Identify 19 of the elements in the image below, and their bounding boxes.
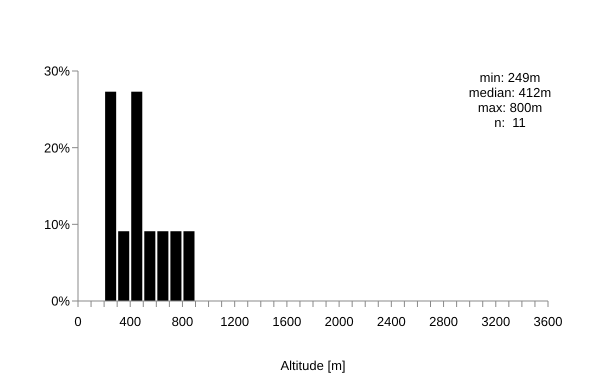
annotation: n: 11	[493, 115, 527, 130]
x-tick-label: 0	[74, 314, 82, 330]
x-tick-label: 1600	[272, 314, 302, 330]
y-tick-label: 0%	[51, 294, 70, 309]
x-tick-label: 3600	[534, 314, 562, 330]
y-tick-label: 10%	[44, 216, 70, 232]
x-axis-title: Altitude [m]	[280, 358, 346, 373]
annotation: max: 800m	[476, 100, 544, 115]
annotation: median: 412m	[468, 85, 552, 100]
x-tick-label: 2000	[324, 314, 354, 330]
x-tick-label: 400	[119, 314, 142, 330]
x-tick-label: 800	[172, 314, 194, 330]
x-tick-label: 3200	[481, 314, 510, 330]
y-tick-label: 30%	[44, 64, 70, 79]
x-tick-label: 1200	[220, 314, 250, 330]
x-tick-label: 2400	[376, 314, 406, 330]
y-tick-label: 20%	[44, 140, 70, 156]
annotation: min: 249m	[478, 70, 542, 85]
x-tick-label: 2800	[429, 314, 458, 330]
